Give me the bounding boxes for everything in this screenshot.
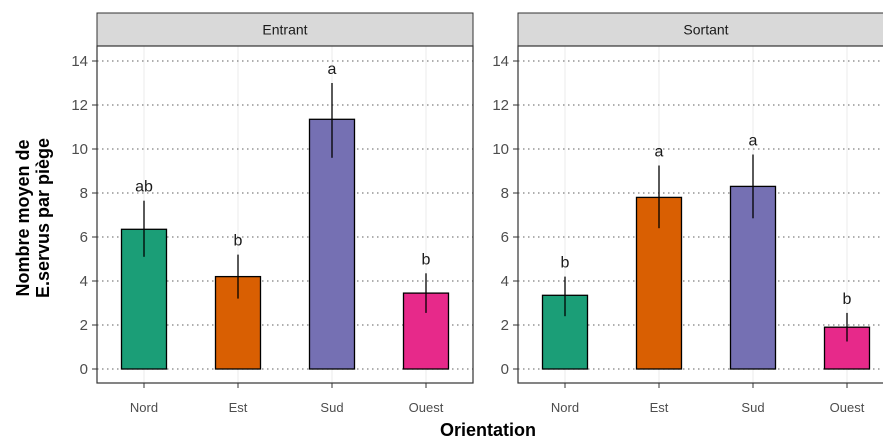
y-tick-label: 12 bbox=[492, 97, 509, 114]
x-tick-label: Ouest bbox=[409, 400, 444, 415]
significance-label: a bbox=[749, 133, 758, 150]
y-tick-label: 6 bbox=[80, 229, 88, 246]
y-tick-label: 14 bbox=[492, 53, 509, 70]
panel-border bbox=[517, 45, 883, 384]
y-tick-label: 0 bbox=[80, 361, 88, 378]
significance-label: b bbox=[561, 255, 570, 272]
panel-strip bbox=[96, 12, 474, 47]
y-tick-label: 6 bbox=[501, 229, 509, 246]
panel-border bbox=[96, 45, 474, 384]
panel-strip bbox=[517, 12, 883, 47]
significance-label: ab bbox=[135, 179, 153, 196]
y-tick-label: 10 bbox=[492, 141, 509, 158]
x-tick-label: Sud bbox=[320, 400, 343, 415]
x-axis-title: Orientation bbox=[440, 420, 536, 440]
y-axis-title-line-1: Nombre moyen de bbox=[13, 139, 33, 296]
x-tick-label: Est bbox=[229, 400, 248, 415]
y-tick-label: 14 bbox=[71, 53, 88, 70]
significance-label: a bbox=[328, 61, 337, 78]
y-tick-label: 4 bbox=[501, 273, 509, 290]
y-axis-title-line-2: E.servus par piège bbox=[33, 138, 53, 298]
x-tick-label: Ouest bbox=[830, 400, 865, 415]
y-tick-label: 10 bbox=[71, 141, 88, 158]
x-tick-label: Nord bbox=[130, 400, 158, 415]
y-tick-label: 12 bbox=[71, 97, 88, 114]
x-tick-label: Nord bbox=[551, 400, 579, 415]
panel-1: Sortant 0 2 4 6 8 10 12 14 b Nord a Est a Sud b Ouest bbox=[492, 12, 883, 415]
x-tick-label: Est bbox=[650, 400, 669, 415]
y-tick-label: 2 bbox=[501, 317, 509, 334]
y-tick-label: 2 bbox=[80, 317, 88, 334]
significance-label: b bbox=[234, 233, 243, 250]
significance-label: a bbox=[655, 144, 664, 161]
panel-title: Sortant bbox=[683, 22, 728, 38]
panel-title: Entrant bbox=[262, 22, 307, 38]
panel-0: Entrant 0 2 4 6 8 10 12 14 ab Nord b Est a Sud b Ouest bbox=[71, 12, 474, 415]
y-tick-label: 0 bbox=[501, 361, 509, 378]
significance-label: b bbox=[843, 291, 852, 308]
bar-sud bbox=[308, 118, 356, 370]
panels-group: Entrant02468101214abNordbEstaSudbOuestSo… bbox=[71, 12, 883, 415]
y-tick-label: 8 bbox=[501, 185, 509, 202]
x-tick-label: Sud bbox=[741, 400, 764, 415]
significance-label: b bbox=[422, 251, 431, 268]
y-tick-label: 8 bbox=[80, 185, 88, 202]
y-tick-label: 4 bbox=[80, 273, 88, 290]
